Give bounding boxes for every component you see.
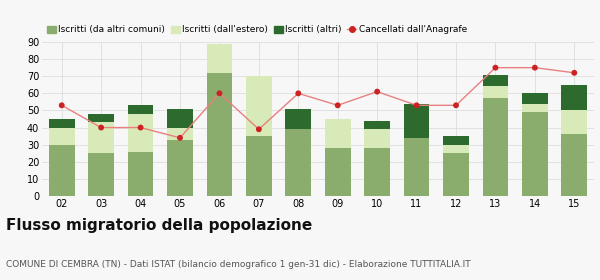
Bar (562, 85, 587, 110)
Point (530, 66, 539, 70)
Bar (522, 93, 548, 104)
Text: Flusso migratorio della popolazione: Flusso migratorio della popolazione (6, 218, 312, 234)
Bar (128, 114, 154, 151)
Bar (325, 119, 350, 148)
Bar (167, 109, 193, 128)
Bar (522, 112, 548, 196)
Bar (522, 104, 548, 112)
Bar (443, 153, 469, 196)
Bar (246, 136, 272, 196)
Bar (49, 119, 74, 128)
Bar (88, 122, 114, 153)
Point (333, 103, 343, 108)
Bar (443, 136, 469, 145)
Bar (364, 121, 390, 129)
Bar (482, 87, 508, 99)
Bar (246, 76, 272, 136)
Point (491, 66, 500, 70)
Point (293, 91, 303, 95)
Bar (286, 109, 311, 129)
Bar (482, 74, 508, 87)
Bar (128, 105, 154, 114)
Bar (128, 151, 154, 196)
Bar (562, 110, 587, 134)
Point (451, 103, 461, 108)
Point (412, 103, 421, 108)
Bar (167, 139, 193, 196)
Bar (364, 129, 390, 148)
Bar (562, 134, 587, 196)
Point (97, 125, 106, 130)
Point (215, 91, 224, 95)
Point (57, 103, 67, 108)
Bar (206, 44, 232, 73)
Bar (364, 148, 390, 196)
Point (569, 71, 579, 75)
Bar (167, 128, 193, 139)
Bar (206, 73, 232, 196)
Bar (443, 145, 469, 153)
Bar (88, 153, 114, 196)
Bar (404, 138, 430, 196)
Bar (286, 129, 311, 196)
Text: COMUNE DI CEMBRA (TN) - Dati ISTAT (bilancio demografico 1 gen-31 dic) - Elabora: COMUNE DI CEMBRA (TN) - Dati ISTAT (bila… (6, 260, 470, 269)
Bar (49, 145, 74, 196)
Legend: Iscritti (da altri comuni), Iscritti (dall'estero), Iscritti (altri), Cancellati: Iscritti (da altri comuni), Iscritti (da… (47, 25, 467, 34)
Bar (404, 104, 430, 138)
Bar (88, 114, 114, 122)
Bar (49, 128, 74, 145)
Point (175, 136, 185, 140)
Bar (482, 99, 508, 196)
Bar (325, 148, 350, 196)
Point (136, 125, 145, 130)
Point (254, 127, 263, 132)
Point (373, 89, 382, 94)
